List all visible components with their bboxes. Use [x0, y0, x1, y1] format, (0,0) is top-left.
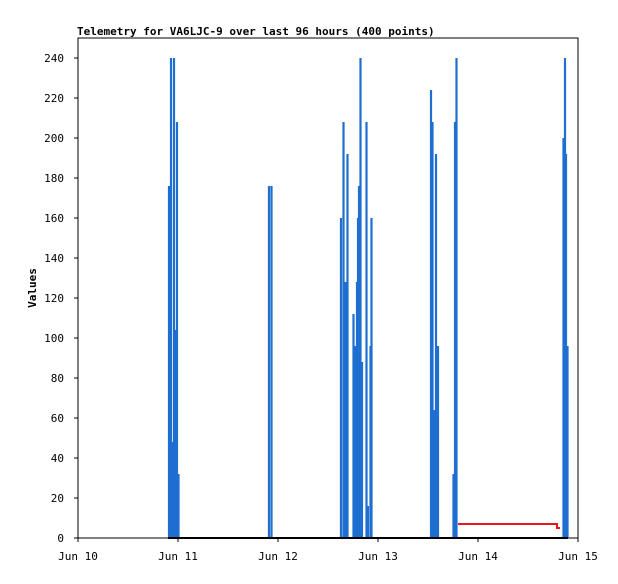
x-tick-label: Jun 14	[458, 550, 498, 563]
y-tick-label: 200	[44, 132, 64, 145]
y-tick-label: 0	[57, 532, 64, 545]
y-axis-label: Values	[26, 268, 39, 308]
x-tick-label: Jun 10	[58, 550, 98, 563]
x-tick-label: Jun 15	[558, 550, 598, 563]
y-tick-label: 80	[51, 372, 64, 385]
y-tick-label: 20	[51, 492, 64, 505]
y-tick-label: 100	[44, 332, 64, 345]
x-tick-label: Jun 13	[358, 550, 398, 563]
series-layer	[167, 58, 569, 539]
y-tick-label: 60	[51, 412, 64, 425]
x-tick-label: Jun 12	[258, 550, 298, 563]
y-tick-label: 140	[44, 252, 64, 265]
y-tick-label: 240	[44, 52, 64, 65]
chart-title: Telemetry for VA6LJC-9 over last 96 hour…	[77, 25, 435, 38]
y-tick-label: 40	[51, 452, 64, 465]
plot-area	[77, 37, 579, 539]
y-tick-label: 120	[44, 292, 64, 305]
step-series-line	[458, 523, 560, 529]
y-axis: 0 20 40 60 80 100 120 140 160 180 200 220 240	[44, 52, 78, 545]
y-tick-label: 180	[44, 172, 64, 185]
y-tick-label: 160	[44, 212, 64, 225]
x-axis: Jun 10 Jun 11 Jun 12 Jun 13 Jun 14 Jun 15	[58, 538, 598, 563]
y-tick-label: 220	[44, 92, 64, 105]
x-tick-label: Jun 11	[158, 550, 198, 563]
